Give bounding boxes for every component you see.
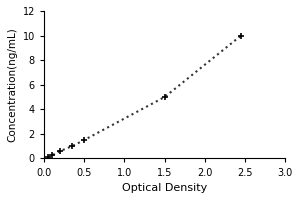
Y-axis label: Concentration(ng/mL): Concentration(ng/mL): [7, 27, 17, 142]
X-axis label: Optical Density: Optical Density: [122, 183, 207, 193]
